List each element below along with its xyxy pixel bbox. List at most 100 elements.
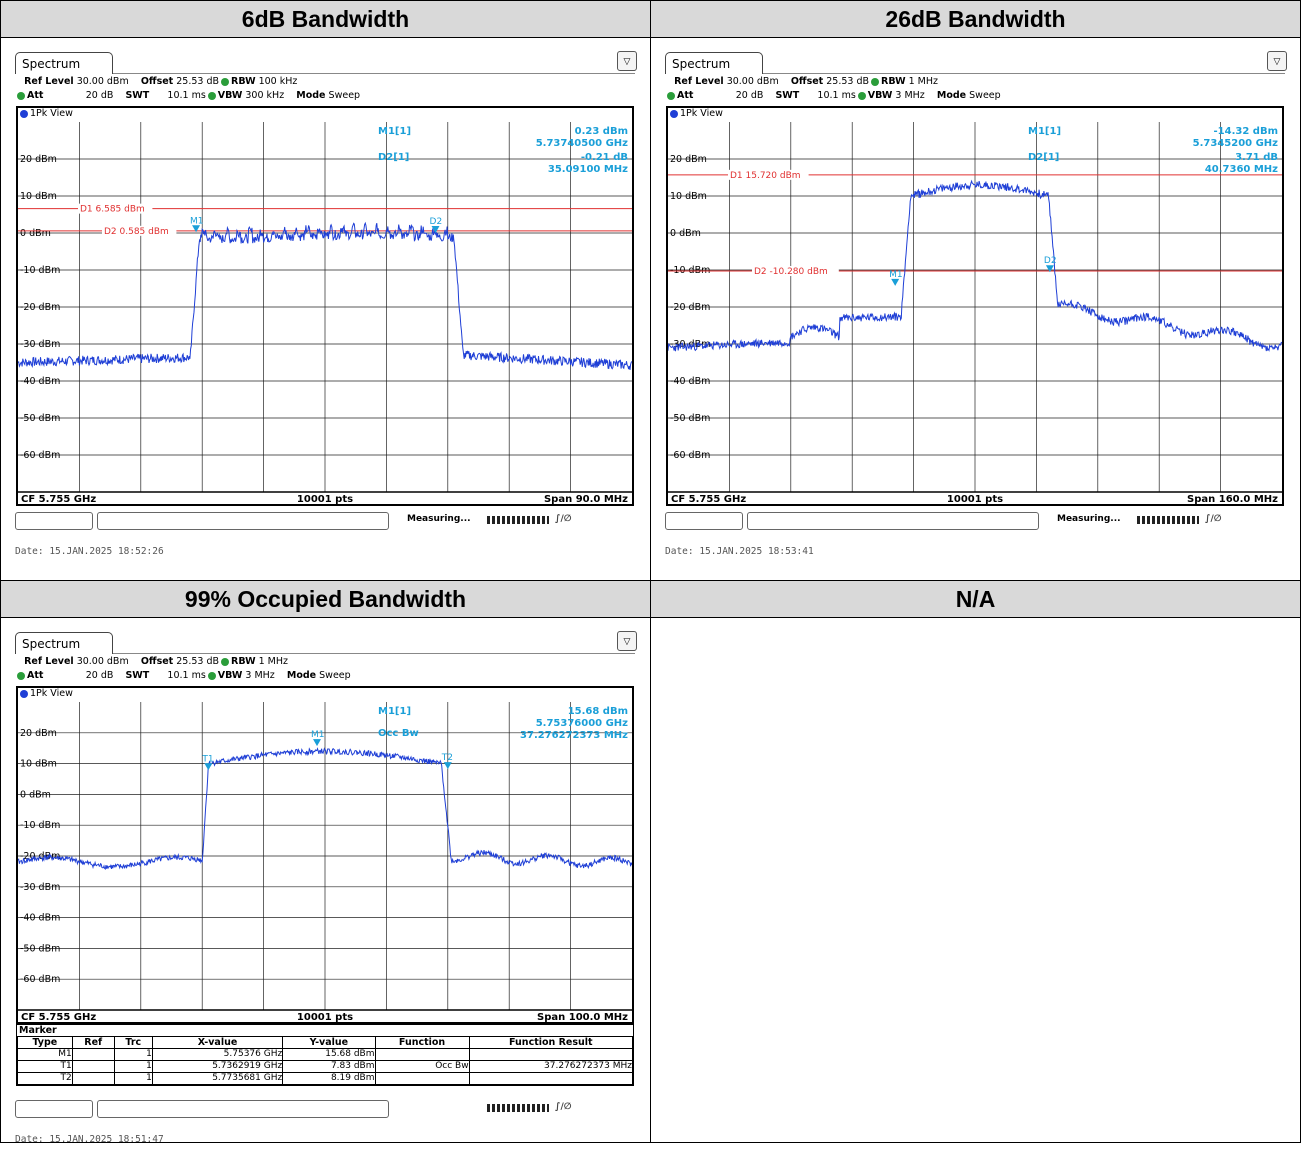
spectrum-tab[interactable]: Spectrum — [15, 52, 113, 74]
y-tick-label: 20 dBm — [20, 728, 57, 739]
marker-label: D2 — [430, 217, 443, 227]
display-line-label-bg — [728, 169, 809, 180]
status-field — [15, 1100, 93, 1118]
status-led-icon — [221, 77, 230, 86]
status-led-icon — [667, 91, 675, 100]
date-stamp: Date: 15.JAN.2025 18:53:41 — [665, 546, 814, 557]
display-line-label-bg — [102, 225, 177, 236]
marker-table-cell: 15.68 dBm — [282, 1048, 376, 1061]
y-tick-label: 10 dBm — [20, 759, 57, 770]
marker-table-cell: 5.7362919 GHz — [151, 1060, 284, 1073]
marker-table-cell: 5.7735681 GHz — [151, 1072, 284, 1085]
marker-table-cell: T1 — [17, 1060, 73, 1073]
display-line-label-bg — [78, 203, 153, 214]
y-tick-label: 0 dBm — [20, 789, 51, 800]
marker-triangle — [313, 739, 322, 747]
y-tick-label: -50 dBm — [670, 413, 710, 424]
display-line-label: D1 15.720 dBm — [730, 171, 801, 181]
settings-panel: Ref Level 30.00 dBm Offset 25.53 dB RBW 1… — [665, 75, 1001, 103]
plot-cell-99-obw: Spectrum ▽ Ref Level 30.00 dBm Offset 25… — [0, 617, 651, 1145]
marker-table-header: Y-value — [282, 1036, 376, 1049]
marker-table-cell — [374, 1072, 470, 1085]
delta-readout-value: 3.71 dB — [1235, 152, 1278, 163]
sweep-progress-bar — [487, 1104, 549, 1112]
occ-bw-label: Occ Bw — [378, 728, 419, 739]
plot-cell-26db: Spectrum ▽ Ref Level 30.00 dBm Offset 25… — [650, 37, 1301, 581]
marker-label: M1 — [190, 216, 204, 226]
trace-window[interactable]: 1Pk View 20 dBm 10 dBm 0 dBm -10 dBm -20 dBm… — [666, 106, 1284, 506]
trace-window[interactable]: 1Pk View 20 dBm 10 dBm 0 dBm -10 dBm -20 dBm… — [16, 106, 634, 506]
marker-readout-value: 15.68 dBm — [568, 706, 628, 717]
trace-window[interactable]: 1Pk View 20 dBm 10 dBm 0 dBm -10 dBm -20 dBm… — [16, 686, 634, 1024]
y-tick-label: -40 dBm — [670, 376, 710, 387]
display-line-label: D2 -10.280 dBm — [754, 267, 828, 277]
spectrum-tab[interactable]: Spectrum — [665, 52, 763, 74]
window-icon[interactable]: ▽ — [617, 51, 637, 71]
y-tick-label: -40 dBm — [20, 913, 60, 924]
y-tick-label: 20 dBm — [670, 154, 707, 165]
marker-table-cell — [71, 1072, 115, 1085]
marker-table-cell: 37.276272373 MHz — [468, 1060, 634, 1073]
marker-triangle — [1045, 265, 1054, 273]
marker-table-header: Ref — [71, 1036, 115, 1049]
marker-table-cell — [468, 1048, 634, 1061]
y-tick-label: 0 dBm — [20, 228, 51, 239]
status-led-icon — [857, 91, 866, 100]
marker-table-cell: 1 — [113, 1048, 153, 1061]
trace-line — [667, 179, 1283, 352]
status-led-icon — [17, 671, 25, 680]
marker-table-cell: 7.83 dBm — [282, 1060, 376, 1073]
marker-table-cell — [71, 1048, 115, 1061]
settings-panel: Ref Level 30.00 dBm Offset 25.53 dB RBW 1… — [15, 655, 351, 683]
y-tick-label: -10 dBm — [20, 820, 60, 831]
display-line-label: D1 6.585 dBm — [80, 205, 145, 215]
marker-readout-value: 0.23 dBm — [575, 126, 628, 137]
window-icon[interactable]: ▽ — [617, 631, 637, 651]
marker-label: D2 — [1044, 256, 1057, 266]
delta-readout-freq: 40.7360 MHz — [1205, 164, 1278, 175]
marker-triangle — [204, 763, 213, 771]
marker-label: M1 — [889, 270, 903, 280]
sweep-points: 10001 pts — [297, 494, 353, 504]
marker-table-row: M1 1 5.75376 GHz 15.68 dBm — [17, 1048, 634, 1061]
spectrum-tab[interactable]: Spectrum — [15, 632, 113, 654]
delta-readout-name: D2[1] — [378, 152, 409, 163]
window-icon[interactable]: ▽ — [1267, 51, 1287, 71]
trace-line — [17, 221, 633, 370]
marker-table-cell: 1 — [113, 1072, 153, 1085]
ref-status-icon: ∫∕∅ — [555, 1102, 572, 1112]
status-led-icon — [221, 657, 230, 666]
sweep-points: 10001 pts — [947, 494, 1003, 504]
sweep-progress-bar — [487, 516, 549, 524]
trace-line — [17, 747, 633, 870]
plot-cell-6db: Spectrum ▽ Ref Level 30.00 dBm Offset 25… — [0, 37, 651, 581]
empty-cell — [650, 617, 1301, 1143]
status-led-icon — [207, 671, 216, 680]
status-led-icon — [871, 77, 880, 86]
date-stamp: Date: 15.JAN.2025 18:52:26 — [15, 546, 164, 557]
marker-table-cell: 1 — [113, 1060, 153, 1073]
marker-table-cell: M1 — [17, 1048, 73, 1061]
span: Span 90.0 MHz — [544, 494, 628, 504]
view-label: 1Pk View — [670, 108, 723, 119]
marker-label: M1 — [311, 730, 325, 740]
marker-table: Marker Type Ref Trc X-value Y-value Function F… — [16, 1024, 634, 1086]
status-message-field — [747, 512, 1039, 530]
marker-label: T1 — [201, 754, 213, 764]
date-stamp: Date: 15.JAN.2025 18:51:47 — [15, 1134, 164, 1145]
y-tick-label: -30 dBm — [20, 882, 60, 893]
marker-readout-name: M1[1] — [378, 706, 411, 717]
marker-table-header: X-value — [151, 1036, 284, 1049]
marker-table-header: Function Result — [468, 1036, 634, 1049]
status-led-icon — [17, 91, 25, 100]
y-tick-label: -20 dBm — [670, 302, 710, 313]
display-line-label: D2 0.585 dBm — [104, 227, 169, 237]
header-99-obw: 99% Occupied Bandwidth — [0, 580, 651, 618]
status-led-icon — [207, 91, 216, 100]
delta-readout-value: -0.21 dB — [581, 152, 628, 163]
sweep-progress-bar — [1137, 516, 1199, 524]
center-frequency: CF 5.755 GHz — [21, 1012, 96, 1022]
